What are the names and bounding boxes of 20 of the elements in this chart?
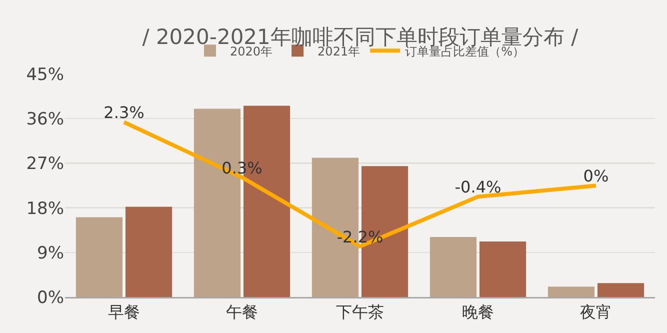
- data-label: -0.4%: [454, 178, 502, 197]
- x-tick-label: 早餐: [108, 302, 140, 322]
- x-tick-label: 晚餐: [462, 302, 494, 322]
- y-tick-label: 45%: [26, 64, 64, 85]
- x-tick-label: 午餐: [226, 302, 258, 322]
- bar: [479, 242, 526, 297]
- bar: [548, 286, 595, 297]
- bar: [76, 217, 123, 297]
- bar: [125, 206, 172, 297]
- y-tick-label: 9%: [37, 243, 64, 264]
- x-tick-label: 下午茶: [336, 302, 384, 322]
- data-label: 2.3%: [104, 103, 144, 122]
- y-tick-label: 0%: [37, 288, 64, 308]
- bar: [430, 237, 477, 297]
- data-label: 0%: [583, 166, 609, 186]
- y-tick-label: 18%: [26, 198, 64, 219]
- y-tick-label: 36%: [26, 110, 64, 130]
- x-tick-label: 夜宵: [580, 302, 612, 322]
- y-tick-label: 27%: [26, 154, 64, 174]
- bar: [597, 283, 644, 297]
